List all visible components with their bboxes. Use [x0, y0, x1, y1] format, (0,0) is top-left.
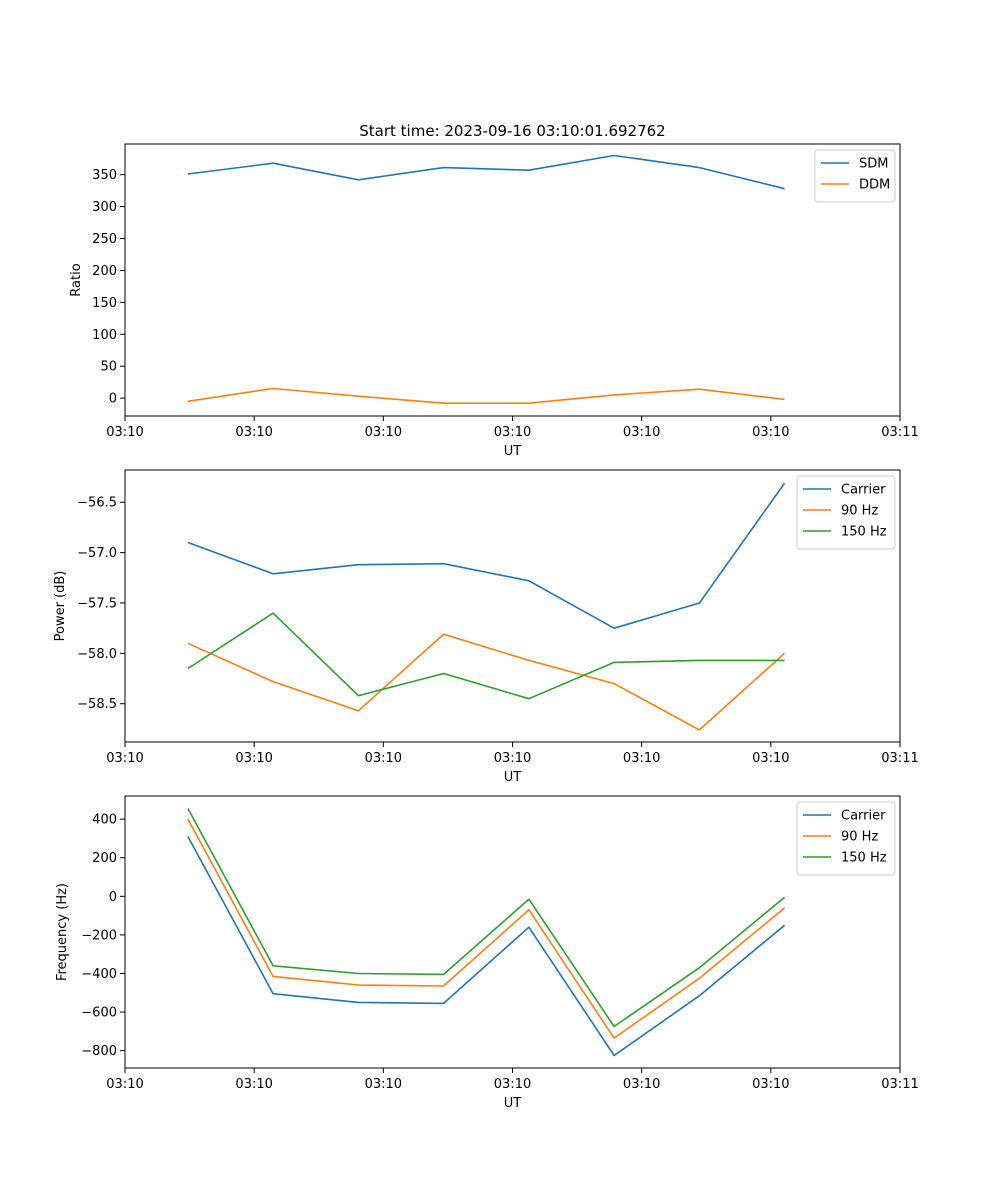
y-tick-label: −57.0: [77, 546, 117, 561]
x-tick-label: 03:10: [365, 425, 402, 440]
y-tick-label: 350: [92, 168, 117, 183]
y-tick-label: −58.0: [77, 647, 117, 662]
panels: 03:10 03:10 03:10 03:10 03:10 03:10 03:11 0 50 10…: [53, 143, 919, 1111]
x-axis-label: UT: [504, 770, 522, 785]
figure-title: Start time: 2023-09-16 03:10:01.692762: [359, 122, 665, 140]
y-tick-label: 100: [92, 328, 117, 343]
y-tick-label: 0: [109, 890, 117, 905]
axes-frame: [124, 143, 901, 417]
series-line-150-hz: [187, 612, 785, 700]
legend: SDM DDM: [814, 149, 896, 203]
x-tick-label: 03:11: [881, 751, 918, 766]
legend-label: SDM: [859, 157, 888, 172]
y-tick-label: −200: [81, 928, 117, 943]
y-tick-label: 200: [92, 851, 117, 866]
x-tick-label: 03:10: [365, 1077, 402, 1092]
x-tick-label: 03:10: [752, 425, 789, 440]
x-axis-label: UT: [504, 444, 522, 459]
x-tick-label: 03:10: [494, 425, 531, 440]
legend-label: DDM: [859, 178, 890, 193]
y-tick-label: 200: [92, 264, 117, 279]
y-tick-label: 300: [92, 200, 117, 215]
y-axis-label: Power (dB): [53, 571, 68, 642]
x-axis-label: UT: [504, 1096, 522, 1111]
x-tick-label: 03:10: [235, 425, 272, 440]
y-tick-label: −600: [81, 1006, 117, 1021]
x-tick-label: 03:10: [235, 751, 272, 766]
x-tick-label: 03:11: [881, 425, 918, 440]
axes-frame: [124, 469, 901, 743]
x-tick-label: 03:10: [752, 1077, 789, 1092]
series-line-carrier: [187, 482, 786, 630]
x-tick-label: 03:10: [106, 751, 143, 766]
panel-ratio: 03:10 03:10 03:10 03:10 03:10 03:10 03:11 0 50 10…: [69, 143, 919, 459]
series-line-90-hz: [187, 633, 786, 731]
y-tick-label: 250: [92, 232, 117, 247]
x-tick-label: 03:10: [494, 751, 531, 766]
y-tick-label: −56.5: [77, 496, 117, 511]
series-line-150-hz: [187, 808, 786, 1028]
legend-label: 90 Hz: [841, 504, 878, 519]
y-tick-label: −58.5: [77, 697, 117, 712]
x-tick-label: 03:10: [235, 1077, 272, 1092]
axes-frame: [124, 795, 901, 1069]
x-tick-label: 03:10: [623, 1077, 660, 1092]
x-tick-label: 03:10: [106, 1077, 143, 1092]
x-tick-label: 03:11: [881, 1077, 918, 1092]
legend-label: 90 Hz: [841, 830, 878, 845]
y-tick-label: 400: [92, 813, 117, 828]
legend-label: Carrier: [841, 483, 886, 498]
series-line-ddm: [187, 387, 785, 405]
panel-frequency: 03:10 03:10 03:10 03:10 03:10 03:10 03:11 −800 −…: [55, 795, 919, 1111]
x-tick-label: 03:10: [494, 1077, 531, 1092]
x-tick-label: 03:10: [623, 425, 660, 440]
y-tick-label: 50: [100, 360, 117, 375]
y-axis-label: Ratio: [69, 263, 84, 296]
x-tick-label: 03:10: [106, 425, 143, 440]
legend: Carrier 90 Hz 150 Hz: [796, 801, 896, 876]
x-tick-label: 03:10: [365, 751, 402, 766]
series-line-sdm: [187, 154, 785, 190]
y-tick-label: −800: [81, 1044, 117, 1059]
y-tick-label: 0: [109, 392, 117, 407]
series-line-carrier: [187, 836, 786, 1057]
panel-power: 03:10 03:10 03:10 03:10 03:10 03:10 03:11 −58.5…: [53, 469, 919, 785]
series-line-90-hz: [187, 818, 786, 1039]
legend: Carrier 90 Hz 150 Hz: [796, 475, 896, 550]
y-tick-label: −57.5: [77, 596, 117, 611]
y-tick-label: 150: [92, 296, 117, 311]
x-tick-label: 03:10: [623, 751, 660, 766]
legend-label: 150 Hz: [841, 525, 887, 540]
y-axis-label: Frequency (Hz): [55, 883, 70, 981]
legend-label: 150 Hz: [841, 851, 887, 866]
legend-label: Carrier: [841, 809, 886, 824]
y-tick-label: −400: [81, 967, 117, 982]
x-tick-label: 03:10: [752, 751, 789, 766]
